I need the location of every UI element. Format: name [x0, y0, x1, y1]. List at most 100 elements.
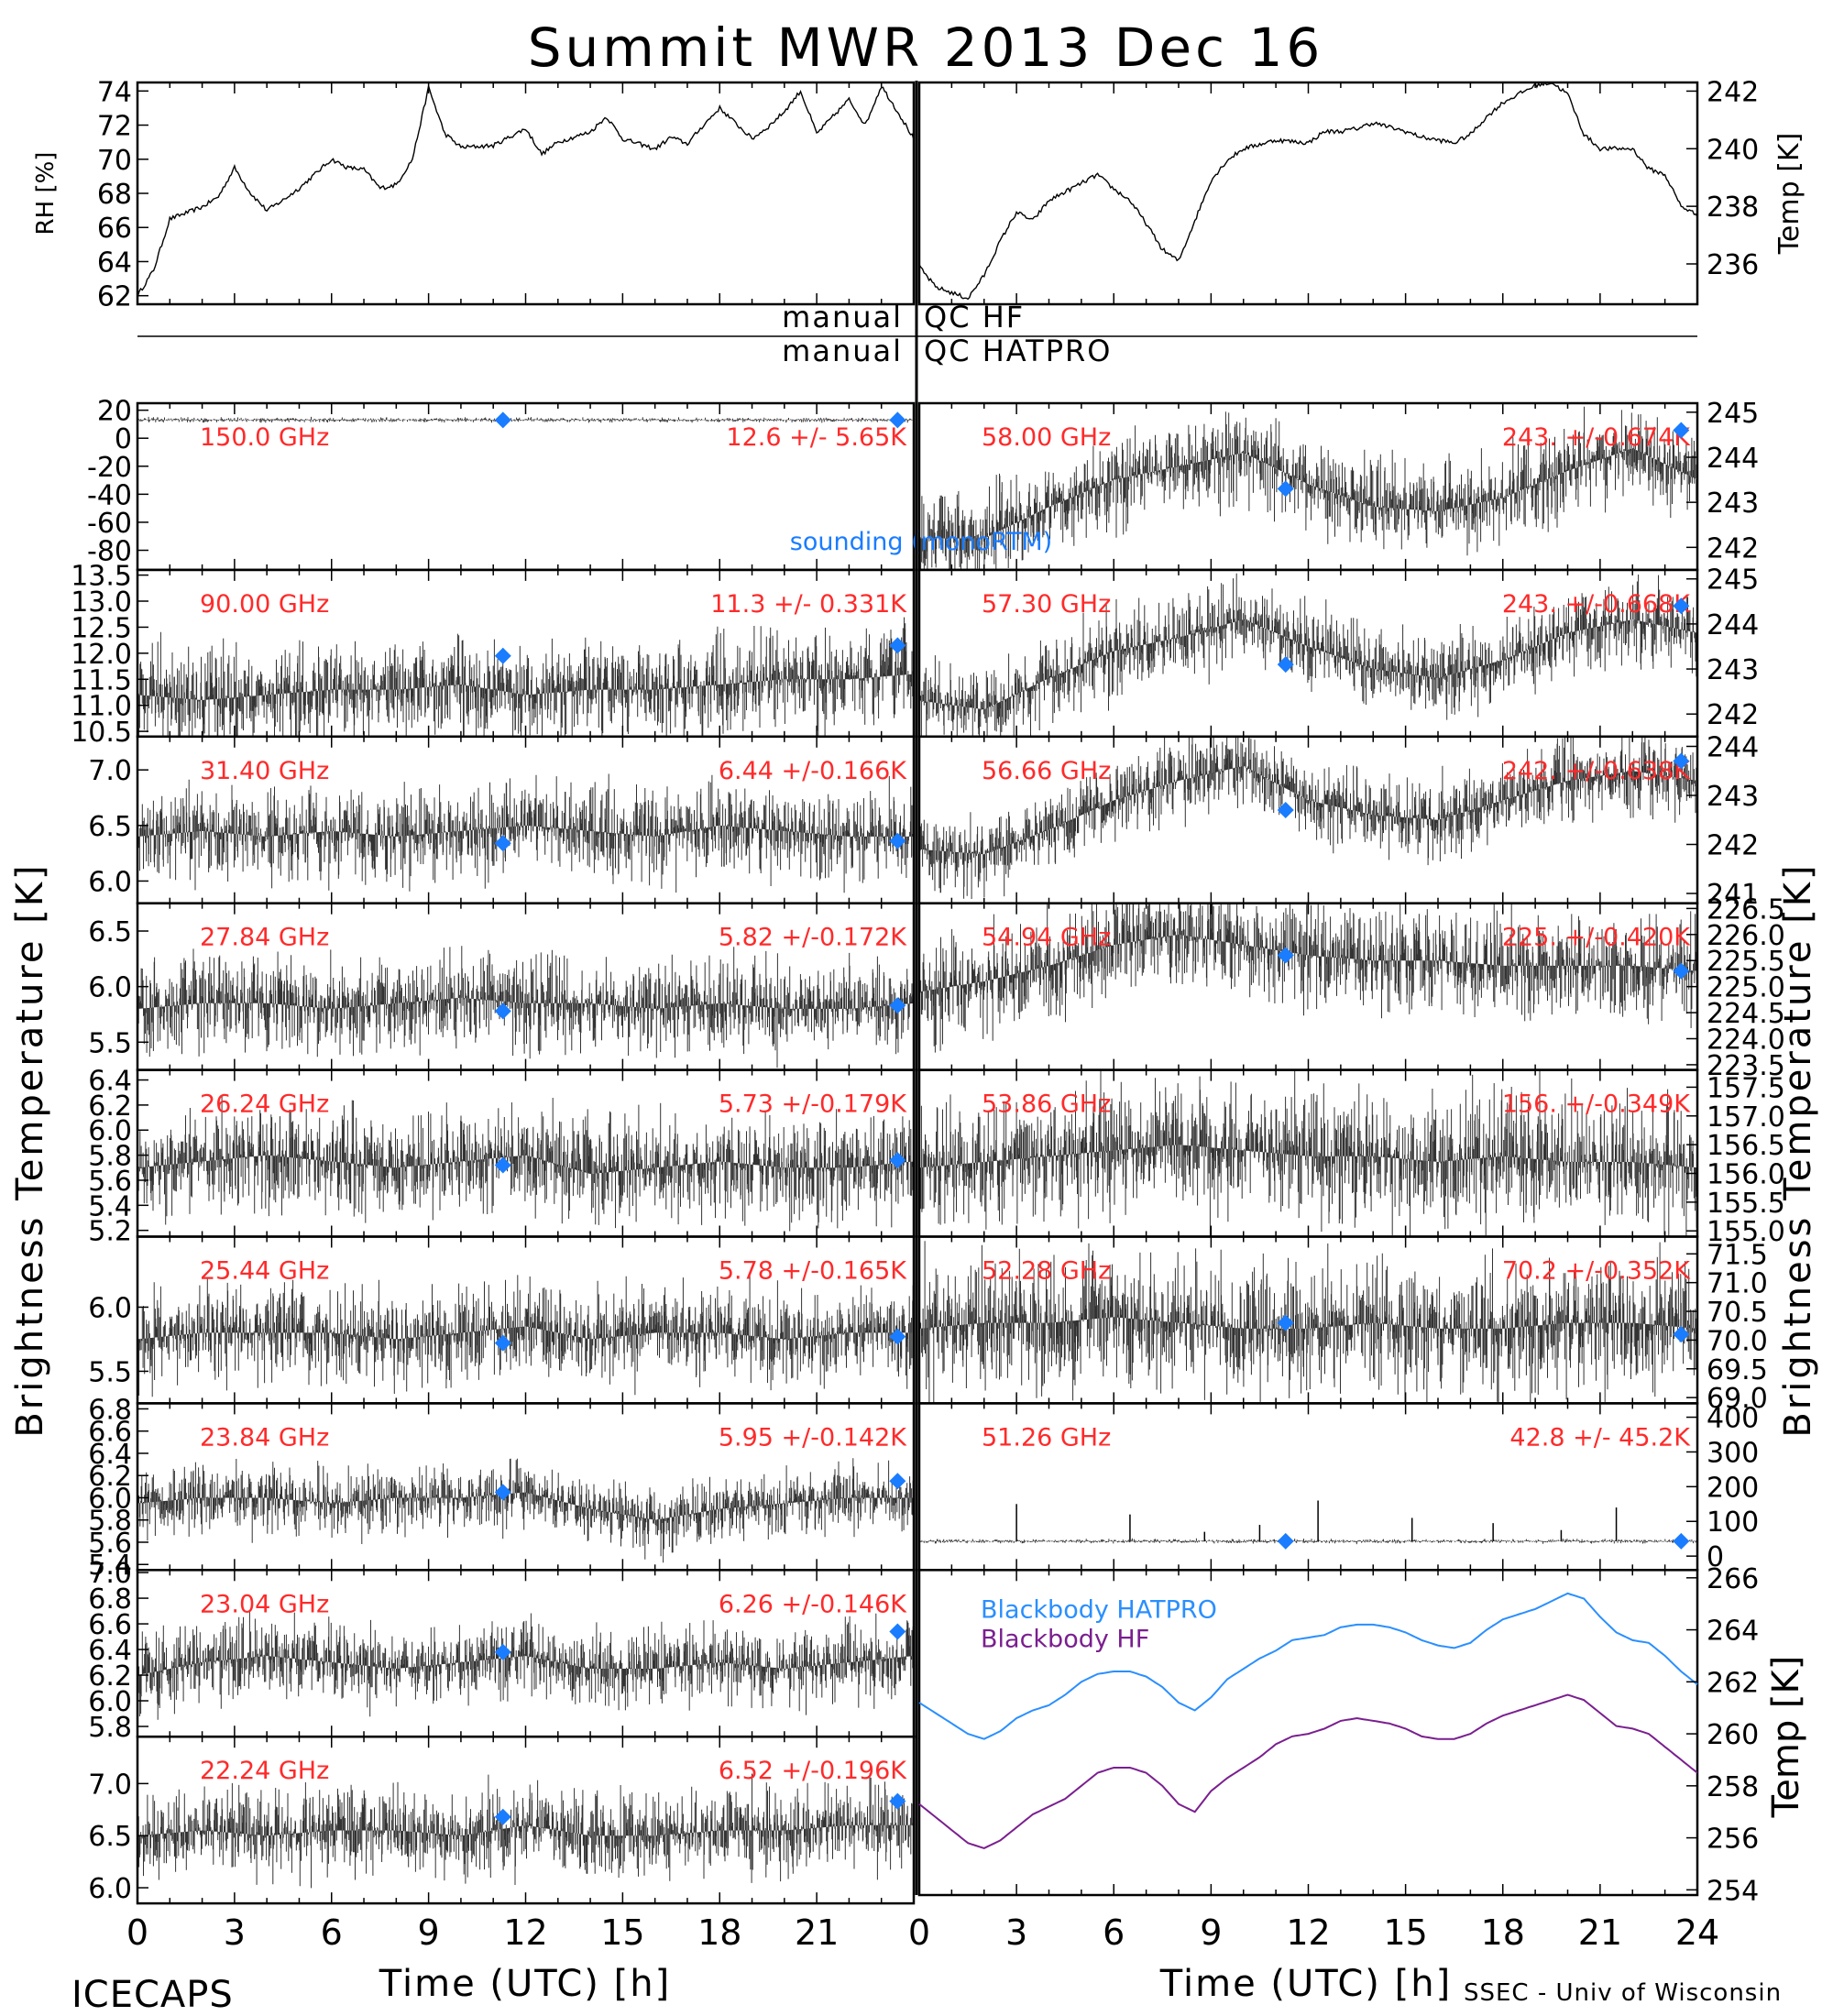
- panel-27-84-ghz-stat-label: 5.82 +/-0.172K: [719, 924, 907, 952]
- y-tick-label: 6.5: [88, 1821, 132, 1853]
- sounding-diamond: [889, 997, 906, 1014]
- y-tick-label: 242: [1707, 830, 1759, 862]
- panel-54-94-ghz-frequency-label: 54.94 GHz: [982, 924, 1111, 952]
- y-tick-label: 100: [1707, 1507, 1759, 1539]
- sounding-diamond: [1673, 1532, 1690, 1550]
- y-tick-label: 243: [1707, 781, 1759, 813]
- y-tick-label: 5.8: [88, 1506, 132, 1538]
- y-tick-label: 20: [97, 396, 132, 428]
- x-tick-label: 0: [126, 1912, 148, 1953]
- figure-title: Summit MWR 2013 Dec 16: [528, 16, 1324, 79]
- sounding-diamond: [1277, 802, 1294, 819]
- panel-54-94-ghz-stat-label: 225. +/-0.420K: [1502, 924, 1691, 952]
- y-tick-label: 0: [1707, 1541, 1724, 1573]
- y-tick-label: 6.5: [88, 916, 132, 948]
- y-tick-label: 6.5: [88, 811, 132, 843]
- panel-26-24-ghz: 6.46.26.05.85.65.45.2 26.24 GHz 5.73 +/-0.…: [88, 1066, 916, 1248]
- rh-panel-series: [137, 85, 915, 298]
- panel-31-40-ghz-series: [137, 773, 915, 893]
- y-tick-label: 245: [1707, 398, 1759, 430]
- sounding-diamond: [494, 1808, 511, 1825]
- y-tick-label: 157.0: [1707, 1101, 1785, 1134]
- sounding-diamond: [1673, 422, 1690, 439]
- y-tick-label: 244: [1707, 443, 1759, 475]
- sounding-diamond: [1673, 962, 1690, 980]
- panel-23-84-ghz: 6.86.66.46.26.05.85.65.4 23.84 GHz 5.95 +/…: [88, 1394, 916, 1582]
- sounding-diamond: [889, 637, 906, 654]
- panel-51-26-ghz-series: [918, 1538, 1698, 1545]
- panel-22-24-ghz-series: [137, 1773, 915, 1889]
- y-tick-label: 243: [1707, 488, 1759, 520]
- y-tick-label: 224.0: [1707, 1024, 1785, 1056]
- sounding-diamond: [494, 1484, 511, 1501]
- y-tick-label: 6.8: [88, 1583, 132, 1616]
- y-tick-label: 260: [1707, 1719, 1759, 1751]
- y-tick-label: 70.0: [1707, 1325, 1768, 1357]
- panel-26-24-ghz-frequency-label: 26.24 GHz: [200, 1090, 329, 1119]
- panel-58-00-ghz-frequency-label: 58.00 GHz: [982, 423, 1111, 452]
- y-tick-label: 5.2: [88, 1216, 132, 1248]
- panel-150-0-ghz-frequency-label: 150.0 GHz: [200, 423, 329, 452]
- panel-27-84-ghz-series: [137, 946, 915, 1068]
- panel-27-84-ghz-frequency-label: 27.84 GHz: [200, 924, 329, 952]
- y-tick-label: 71.0: [1707, 1268, 1768, 1300]
- panel-56-66-ghz: 244 243 242 241 56.66 GHz 242. +/-0.638K: [917, 732, 1759, 911]
- panel-52-28-ghz: 71.571.070.570.069.569.0 52.28 GHz 70.2 +/…: [917, 1235, 1768, 1415]
- y-tick-label: 69.0: [1707, 1383, 1768, 1415]
- y-tick-label: 72: [97, 111, 132, 143]
- y-tick-label: 6.2: [88, 1090, 132, 1123]
- y-tick-label: 6.0: [88, 1873, 132, 1905]
- y-tick-label: 6.4: [88, 1066, 132, 1098]
- sounding-diamond: [494, 835, 511, 852]
- sounding-diamond: [1673, 597, 1690, 615]
- y-tick-label: 300: [1707, 1437, 1759, 1469]
- x-tick-label: 12: [1286, 1912, 1330, 1953]
- panel-90-00-ghz-series: [137, 617, 915, 737]
- sounding-diamond: [494, 1003, 511, 1020]
- panel-27-84-ghz: 6.5 6.0 5.5 27.84 GHz 5.82 +/-0.172K: [88, 902, 916, 1071]
- y-tick-label: 64: [97, 247, 132, 279]
- panel-23-04-ghz-stat-label: 6.26 +/-0.146K: [719, 1590, 907, 1618]
- qc-right-bottom: QC HATPRO: [924, 334, 1112, 368]
- x-tick-label: 21: [795, 1912, 839, 1953]
- y-tick-label: 6.2: [88, 1660, 132, 1693]
- qc-left-top: manual: [782, 300, 903, 334]
- y-tick-label: 12.0: [71, 639, 132, 671]
- panel-53-86-ghz-frequency-label: 53.86 GHz: [982, 1090, 1111, 1119]
- y-tick-label: 155.0: [1707, 1216, 1785, 1248]
- x-tick-label: 12: [503, 1912, 547, 1953]
- panel-23-84-ghz-stat-label: 5.95 +/-0.142K: [719, 1423, 907, 1452]
- panel-22-24-ghz-frequency-label: 22.24 GHz: [200, 1757, 329, 1785]
- y-tick-label: 6.0: [88, 866, 132, 898]
- x-tick-label: 18: [1481, 1912, 1525, 1953]
- y-tick-label: 262: [1707, 1667, 1759, 1699]
- blackbody-hatpro-line: [918, 1592, 1698, 1740]
- x-tick-label: 3: [224, 1912, 246, 1953]
- y-tick-label: 69.5: [1707, 1354, 1768, 1386]
- sounding-diamond: [889, 1328, 906, 1345]
- y-tick-label: 74: [97, 76, 132, 108]
- panel-22-24-ghz-stat-label: 6.52 +/-0.196K: [719, 1757, 907, 1785]
- x-tick-label: 21: [1578, 1912, 1622, 1953]
- qc-left-bottom: manual: [782, 334, 903, 368]
- y-tick-label: 66: [97, 213, 132, 245]
- y-tick-label: 242: [1707, 76, 1759, 108]
- y-tick-label: 225.5: [1707, 946, 1785, 978]
- y-tick-label: 243: [1707, 654, 1759, 686]
- panel-51-26-ghz-frequency-label: 51.26 GHz: [982, 1423, 1111, 1452]
- blackbody-panel: 254 256 258 260 262 264 266 Blackbody HATPROBla…: [917, 1563, 1807, 1907]
- sounding-diamond: [494, 647, 511, 664]
- y-tick-label: 10.5: [71, 717, 132, 749]
- x-tick-label: 15: [600, 1912, 644, 1953]
- sounding-diamond: [1277, 947, 1294, 964]
- y-tick-label: 6.4: [88, 1635, 132, 1667]
- x-tick-label: 6: [321, 1912, 343, 1953]
- sounding-diamond: [889, 1623, 906, 1640]
- x-tick-label: 9: [1200, 1912, 1222, 1953]
- y-tick-label: 6.0: [88, 1483, 132, 1515]
- y-tick-label: 6.0: [88, 1686, 132, 1718]
- y-tick-label: 6.0: [88, 1292, 132, 1324]
